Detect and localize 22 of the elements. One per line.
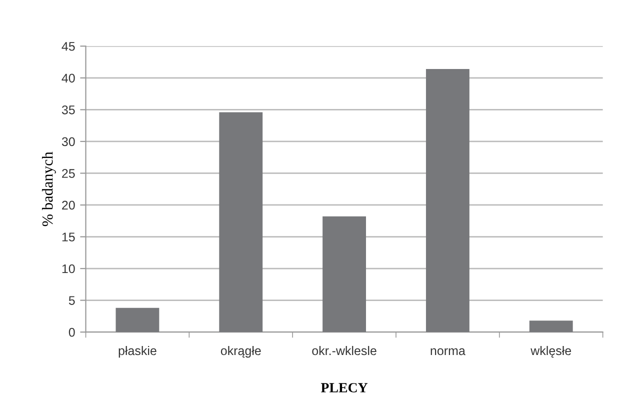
- y-tick-label: 10: [62, 264, 75, 274]
- bar: [529, 320, 573, 332]
- y-tick-label: 40: [62, 74, 75, 83]
- x-tick-label: okrągłe: [220, 346, 261, 358]
- x-tick-label: norma: [430, 348, 466, 356]
- y-tick-label: 35: [62, 105, 75, 114]
- y-tick-label: 30: [62, 137, 75, 146]
- x-tick-label: wklęsłe: [530, 346, 572, 358]
- y-tick-label: 0: [68, 328, 75, 337]
- y-tick-label: 20: [62, 200, 75, 210]
- y-tick-label: 5: [68, 296, 75, 305]
- y-axis-title: % badanych: [42, 152, 56, 226]
- y-tick-label: 15: [62, 232, 75, 242]
- bar: [426, 69, 470, 332]
- bar: [322, 216, 366, 332]
- bar: [219, 112, 263, 332]
- y-tick-label: 45: [62, 42, 75, 51]
- x-axis-title: PLECY: [320, 383, 368, 392]
- y-tick-label: 25: [62, 169, 75, 178]
- x-tick-label: okr.-wklesle: [312, 346, 376, 356]
- x-tick-label: płaskie: [118, 346, 156, 358]
- bar: [116, 308, 160, 332]
